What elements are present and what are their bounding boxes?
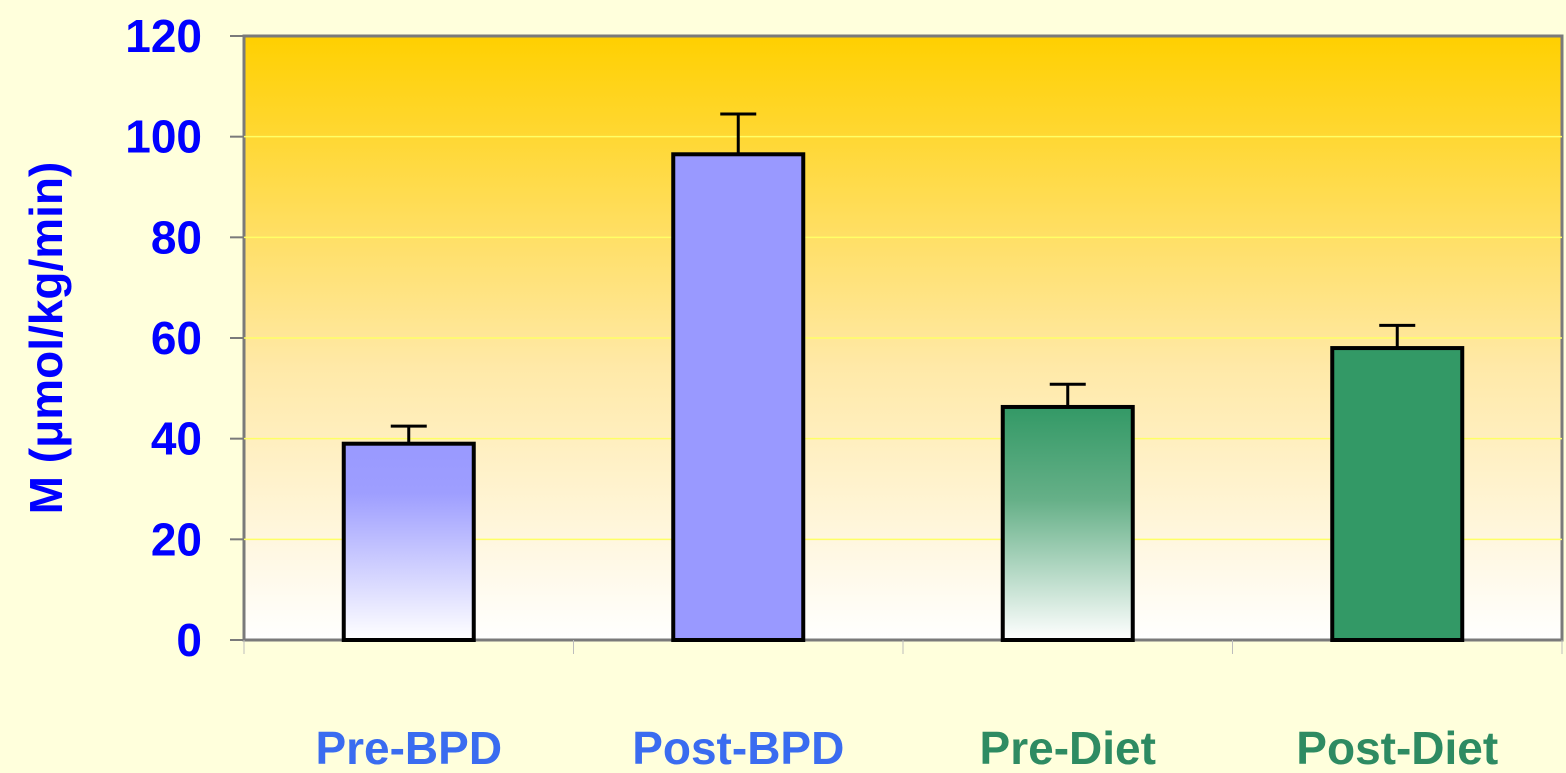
y-tick-label: 0 [176, 614, 202, 666]
category-label: Post-BPD [632, 722, 844, 773]
y-tick-label: 120 [125, 10, 202, 62]
category-label: Pre-Diet [980, 722, 1156, 773]
y-axis-label: M (μmol/kg/min) [20, 162, 72, 515]
y-tick-label: 40 [151, 413, 202, 465]
category-label: Post-Diet [1296, 722, 1498, 773]
y-tick-label: 80 [151, 211, 202, 263]
y-tick-label: 60 [151, 312, 202, 364]
y-axis-ticks: 0 20 40 60 80 100 120 [125, 10, 1563, 666]
bar-post-diet [1330, 346, 1465, 642]
y-tick-label: 20 [151, 513, 202, 565]
bars [341, 112, 1465, 643]
bar-post-bpd [671, 152, 806, 643]
category-label: Pre-BPD [315, 722, 502, 773]
category-labels: Pre-BPD Post-BPD Pre-Diet Post-Diet [315, 722, 1498, 773]
bar-pre-diet [1000, 404, 1135, 642]
y-tick-label: 100 [125, 111, 202, 163]
bar-pre-bpd [341, 441, 476, 643]
